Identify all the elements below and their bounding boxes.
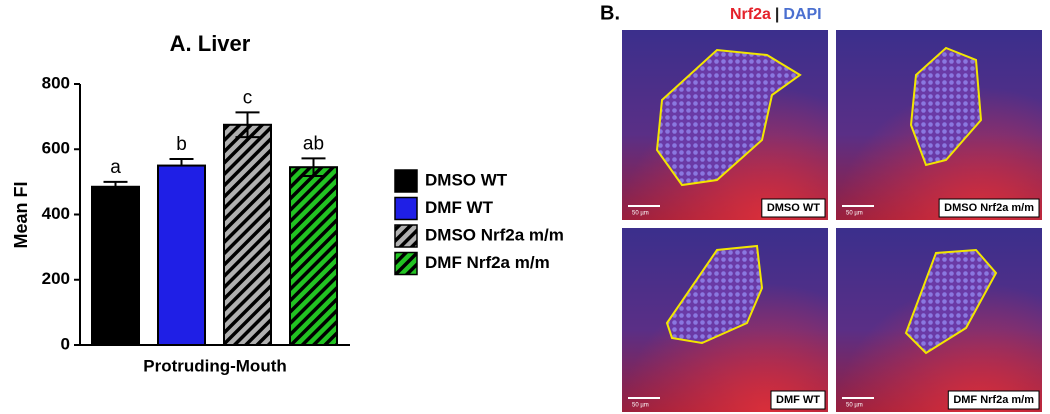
- region-outline: [909, 46, 983, 167]
- stain-word: DAPI: [783, 6, 821, 23]
- region-outline: [665, 244, 764, 345]
- legend-label: DMSO Nrf2a m/m: [425, 225, 564, 244]
- chart-title: A. Liver: [170, 31, 251, 56]
- image-label: DMF Nrf2a m/m: [953, 394, 1034, 406]
- legend-swatch: [394, 224, 418, 248]
- panel-label: B.: [600, 2, 620, 24]
- label-box: [947, 390, 1040, 410]
- bar: [157, 164, 206, 346]
- image-label: DMF WT: [776, 394, 820, 406]
- stain-word: |: [775, 6, 779, 23]
- y-tick-label: 400: [42, 204, 70, 223]
- micrograph: 50 µm DMSO WT: [622, 30, 828, 220]
- label-box: [770, 390, 826, 410]
- significance-letter: c: [243, 87, 253, 108]
- y-tick-label: 0: [61, 334, 70, 353]
- legend-swatch: [394, 251, 418, 276]
- scale-label: 50 µm: [632, 211, 649, 217]
- error-bar: [103, 180, 128, 187]
- image-label: DMSO Nrf2a m/m: [944, 202, 1034, 214]
- legend-swatch: [394, 196, 418, 221]
- bar: [289, 166, 338, 346]
- micrograph: 50 µm DMF Nrf2a m/m: [836, 228, 1042, 412]
- scale-label: 50 µm: [632, 403, 649, 409]
- significance-letter: b: [176, 134, 187, 155]
- bar: [223, 123, 272, 346]
- region-outline: [655, 48, 802, 187]
- error-bar: [235, 111, 260, 139]
- error-bar: [301, 157, 326, 178]
- error-bar: [169, 158, 194, 166]
- legend-swatch: [394, 169, 418, 193]
- legend-label: DMSO WT: [425, 170, 508, 189]
- scale-label: 50 µm: [846, 403, 863, 409]
- image-panel: 50 µm DMSO WT 50 µm DMSO Nrf2a m/m 50 µm DMF …: [622, 30, 1042, 412]
- bar: [91, 185, 140, 346]
- y-tick-label: 200: [42, 269, 70, 288]
- image-label: DMSO WT: [767, 202, 820, 214]
- y-tick-label: 800: [42, 73, 70, 92]
- region-outline: [904, 248, 998, 355]
- label-box: [761, 198, 826, 218]
- y-tick-label: 600: [42, 139, 70, 158]
- micrograph: 50 µm DMSO Nrf2a m/m: [836, 30, 1042, 220]
- legend-label: DMF Nrf2a m/m: [425, 253, 550, 272]
- x-tick-label: Protruding-Mouth: [143, 356, 287, 375]
- label-box: [938, 198, 1040, 218]
- stain-title: Nrf2a | DAPI: [730, 6, 822, 23]
- scale-label: 50 µm: [846, 211, 863, 217]
- micrograph: 50 µm DMF WT: [622, 228, 828, 412]
- significance-letter: ab: [303, 133, 324, 154]
- significance-letter: a: [110, 157, 121, 178]
- legend-label: DMF WT: [425, 198, 494, 217]
- y-axis-label: Mean FI: [11, 181, 31, 248]
- stain-word: Nrf2a: [730, 6, 771, 23]
